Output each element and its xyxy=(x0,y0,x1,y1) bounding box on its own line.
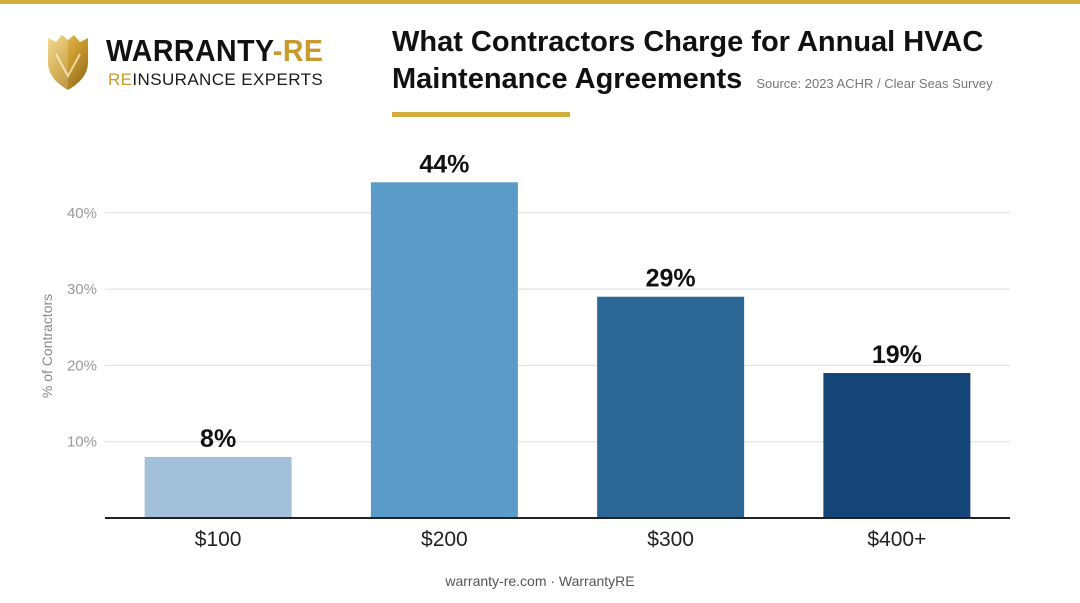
y-tick-label: 40% xyxy=(67,205,97,222)
source-note: Source: 2023 ACHR / Clear Seas Survey xyxy=(756,76,993,91)
x-category-label: $300 xyxy=(647,528,694,551)
bar xyxy=(823,373,971,518)
shield-logo-icon xyxy=(48,35,88,90)
footer-credit: warranty-re.com · WarrantyRE xyxy=(445,573,635,589)
y-tick-label: 20% xyxy=(67,357,97,374)
title-underline xyxy=(392,112,570,117)
y-tick-label: 30% xyxy=(67,281,97,298)
top-accent-bar xyxy=(0,0,1080,4)
bar-value-label: 29% xyxy=(646,265,696,293)
brand-dash: - xyxy=(272,33,283,68)
y-axis-title: % of Contractors xyxy=(39,294,55,398)
brand-tagline-suffix: INSURANCE EXPERTS xyxy=(132,70,324,89)
brand-name-prefix: WARRANTY xyxy=(106,33,273,68)
bar-value-label: 19% xyxy=(872,341,922,369)
bar xyxy=(370,182,518,518)
bar-value-label: 8% xyxy=(200,425,236,453)
chart-title-block: What Contractors Charge for Annual HVAC … xyxy=(392,24,1032,102)
brand-name-suffix: RE xyxy=(282,33,324,68)
bar-chart: 10% 20% 30% 40% % of Contractors 8% $100 44% $20… xyxy=(39,150,1010,551)
brand-name: WARRANTY-RE xyxy=(106,34,323,68)
x-category-label: $200 xyxy=(421,528,468,551)
brand-tagline: REINSURANCE EXPERTS xyxy=(108,70,323,90)
chart-title: What Contractors Charge for Annual HVAC … xyxy=(392,26,984,95)
bar-value-label: 44% xyxy=(419,150,469,178)
bar xyxy=(597,296,745,518)
brand-logo[interactable]: WARRANTY-RE REINSURANCE EXPERTS xyxy=(44,32,334,94)
x-category-label: $100 xyxy=(195,528,242,551)
bar xyxy=(144,456,292,518)
x-category-label: $400+ xyxy=(867,528,926,551)
y-tick-label: 10% xyxy=(67,434,97,451)
brand-tagline-prefix: RE xyxy=(108,70,133,89)
